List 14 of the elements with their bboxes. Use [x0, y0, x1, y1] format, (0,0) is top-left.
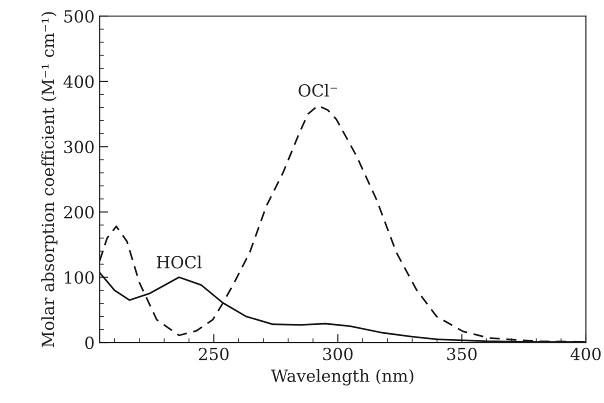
annotation: HOCl — [156, 256, 202, 268]
y-axis-title: Molar absorption coefficient (M⁻¹ cm⁻¹) — [41, 12, 58, 348]
y-tick-label: 200 — [64, 206, 94, 219]
x-axis-title: Wavelength (nm) — [270, 369, 414, 386]
x-tick-label: 300 — [323, 348, 353, 360]
y-tick-label: 400 — [64, 75, 94, 88]
x-tick-label: 400 — [570, 348, 601, 360]
x-tick-label: 250 — [198, 348, 229, 360]
annotation: OCl⁻ — [298, 84, 338, 97]
y-tick-label: 300 — [64, 140, 94, 154]
y-tick-label: 100 — [65, 271, 94, 284]
x-tick-label: 350 — [447, 348, 477, 360]
y-tick-label: 500 — [64, 10, 94, 23]
y-tick-label: 0 — [85, 336, 94, 350]
